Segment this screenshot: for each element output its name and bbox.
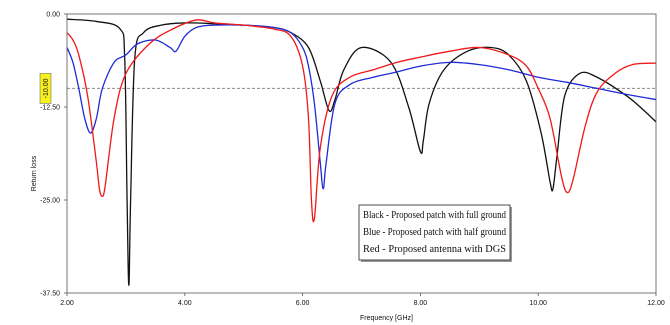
plot-frame bbox=[66, 13, 657, 294]
legend-entry-black: Black - Proposed patch with full ground bbox=[363, 210, 506, 221]
y-tick-label: -12.50 bbox=[40, 105, 60, 112]
x-tick-label: 2.00 bbox=[60, 300, 74, 307]
y-tick-label: -37.50 bbox=[40, 291, 60, 298]
legend-box bbox=[358, 204, 511, 261]
x-tick-label: 4.00 bbox=[178, 300, 192, 307]
legend-entry-red: Red - Proposed antenna with DGS bbox=[363, 244, 506, 255]
x-tick-label: 12.00 bbox=[647, 300, 665, 307]
legend: Black - Proposed patch with full ground … bbox=[358, 204, 512, 262]
legend-entry-blue: Blue - Proposed patch with half ground bbox=[363, 227, 506, 238]
x-tick-label: 6.00 bbox=[296, 300, 310, 307]
y-axis-title: Return loss bbox=[31, 155, 38, 191]
series-line-blue bbox=[66, 24, 657, 190]
y-axis-ticks: 0.00 -12.50 -25.00 -37.50 bbox=[40, 12, 67, 298]
x-axis-ticks: 2.00 4.00 6.00 8.00 10.00 12.00 bbox=[60, 293, 665, 307]
series-line-black bbox=[66, 18, 657, 287]
x-tick-label: 8.00 bbox=[414, 300, 428, 307]
y-tick-label: 0.00 bbox=[46, 12, 60, 19]
x-tick-label: 10.00 bbox=[529, 300, 547, 307]
reference-line-marker-label: -10.00 bbox=[43, 78, 50, 98]
reference-line-marker-box bbox=[39, 73, 52, 104]
x-axis-title: Frequency [GHz] bbox=[360, 315, 413, 322]
y-tick-label: -25.00 bbox=[40, 198, 60, 205]
series-line-red bbox=[66, 19, 657, 223]
series-lines bbox=[66, 18, 657, 287]
